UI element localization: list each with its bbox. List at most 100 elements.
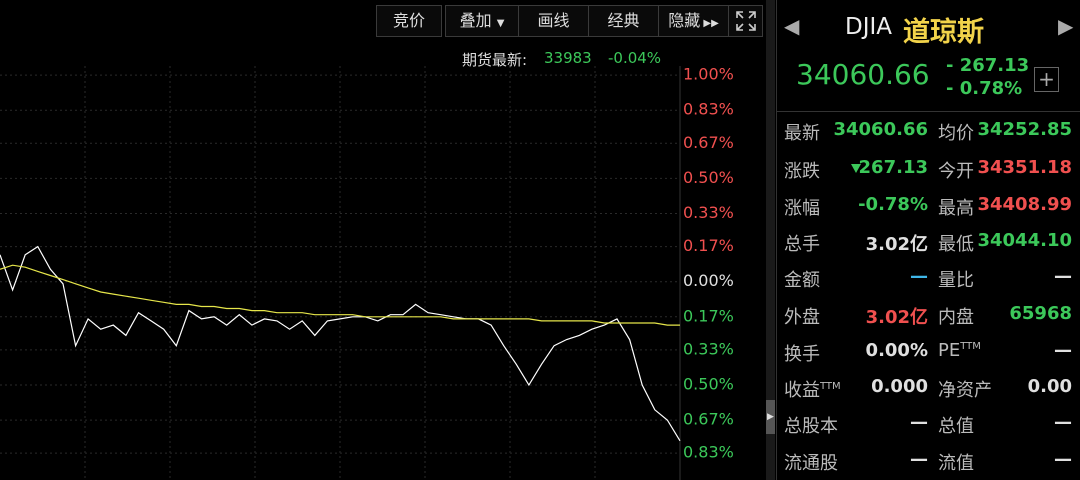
prev-arrow[interactable]: ◀ (784, 14, 800, 38)
stat-label: 今开 (938, 157, 974, 183)
panel-handle[interactable]: ▶ (766, 0, 775, 480)
stat-value: — (910, 412, 928, 433)
series-line (0, 264, 680, 326)
y-tick-label: 0.50% (683, 374, 734, 393)
change-pct: - 0.78% (946, 78, 1023, 99)
stat-label: 换手 (784, 340, 820, 366)
futures-change: -0.04% (608, 49, 662, 67)
stat-value: — (910, 449, 928, 470)
stat-label: 总股本 (784, 412, 838, 438)
stat-label-text: 流通股 (784, 453, 838, 474)
stat-label: 流通股 (784, 449, 838, 475)
handle-grip[interactable]: ▶ (766, 400, 775, 434)
down-arrow (851, 164, 861, 173)
stat-label-text: 净资产 (938, 380, 992, 401)
stat-label-text: 最新 (784, 123, 820, 144)
stat-label-text: 今开 (938, 161, 974, 182)
expand-button[interactable] (728, 5, 763, 37)
y-tick-label: 0.17% (683, 306, 734, 325)
stat-value: 34060.66 (833, 119, 928, 140)
stat-value: 34044.10 (977, 230, 1072, 251)
stat-label-text: 涨幅 (784, 198, 820, 219)
stat-value: — (1054, 449, 1072, 470)
stat-label: 净资产 (938, 376, 992, 402)
stat-value: 0.00% (865, 340, 928, 361)
stat-label: 收益TTM (784, 376, 841, 402)
stat-label: 总手 (784, 230, 820, 256)
stat-value: — (910, 266, 928, 287)
stat-value: 34351.18 (977, 157, 1072, 178)
y-tick-label: 0.67% (683, 133, 734, 152)
change: - 267.13 (946, 55, 1030, 76)
stat-label: 内盘 (938, 303, 974, 329)
y-tick-label: 1.00% (683, 65, 734, 84)
y-tick-label: 0.67% (683, 410, 734, 429)
stat-label-text: 总手 (784, 234, 820, 255)
button-label: 竞价 (392, 11, 425, 30)
stat-label: PETTM (938, 340, 981, 361)
futures-price: 33983 (544, 49, 592, 67)
chart: 1.00% 0.83% 0.67% 0.50% 0.33% 0.17% 0.00% 0.17%… (0, 65, 734, 480)
stat-label-text: PE (938, 340, 961, 361)
toolbar-button[interactable]: 经典 (588, 5, 659, 37)
y-tick-label: 0.83% (683, 443, 734, 462)
separator (777, 111, 1080, 112)
stat-label-text: 流值 (938, 453, 974, 474)
divider (776, 0, 777, 480)
series-line (0, 245, 681, 442)
stat-label-text: 最低 (938, 234, 974, 255)
toolbar-button[interactable]: 竞价 (376, 5, 442, 37)
stat-label: 量比 (938, 266, 974, 292)
stat-label-text: 均价 (938, 123, 974, 144)
stat-label-text: 涨跌 (784, 161, 820, 182)
stat-label-text: 最高 (938, 198, 974, 219)
stat-label-text: 总值 (938, 416, 974, 437)
stat-value: — (1054, 266, 1072, 287)
stat-value: 34408.99 (977, 194, 1072, 215)
button-label: 经典 (607, 11, 640, 30)
stat-label-text: 量比 (938, 270, 974, 291)
stat-label: 涨跌 (784, 157, 820, 183)
y-tick-label: 0.33% (683, 203, 734, 222)
expand-icon (735, 11, 756, 31)
stat-label: 流值 (938, 449, 974, 475)
button-label: 隐藏 (668, 11, 701, 30)
stat-label: 总值 (938, 412, 974, 438)
stat-label-text: 外盘 (784, 307, 820, 328)
stat-value: -0.78% (858, 194, 928, 215)
stat-value: 0.00 (1027, 376, 1072, 397)
stat-value: 3.02亿 (865, 307, 928, 328)
y-tick-label: 0.50% (683, 168, 734, 187)
stat-label-text: 换手 (784, 344, 820, 365)
stat-value: 0.000 (871, 376, 928, 397)
stat-label-text: 金额 (784, 270, 820, 291)
add-button[interactable]: + (1034, 67, 1059, 92)
stat-label: 均价 (938, 119, 974, 145)
stat-label: 最低 (938, 230, 974, 256)
y-tick-label: 0.83% (683, 100, 734, 119)
toolbar-button[interactable]: 叠加 ▼ (445, 5, 519, 37)
stat-label-sup: TTM (960, 341, 981, 352)
stat-label-sup: TTM (820, 381, 841, 392)
y-tick-label: 0.00% (683, 271, 734, 290)
stat-value: 267.13 (858, 157, 928, 178)
y-tick-label: 0.17% (683, 236, 734, 255)
stat-label-text: 收益 (784, 380, 820, 401)
stat-label: 最新 (784, 119, 820, 145)
stat-label-text: 总股本 (784, 416, 838, 437)
next-arrow[interactable]: ▶ (1058, 14, 1074, 38)
symbol: DJIA (845, 14, 893, 40)
stat-value: 65968 (1009, 303, 1072, 324)
futures-label: 期货最新: (462, 51, 528, 69)
stat-label: 外盘 (784, 303, 820, 329)
toolbar-button[interactable]: 画线 (518, 5, 589, 37)
price: 34060.66 (796, 58, 930, 91)
button-label: 画线 (537, 11, 570, 30)
name: 道琼斯 (903, 17, 984, 48)
stat-value: — (1054, 412, 1072, 433)
stat-label-text: 内盘 (938, 307, 974, 328)
toolbar-button[interactable]: 隐藏 ▶▶ (658, 5, 729, 37)
stat-value: 3.02亿 (865, 234, 928, 255)
stat-value: — (1054, 340, 1072, 361)
